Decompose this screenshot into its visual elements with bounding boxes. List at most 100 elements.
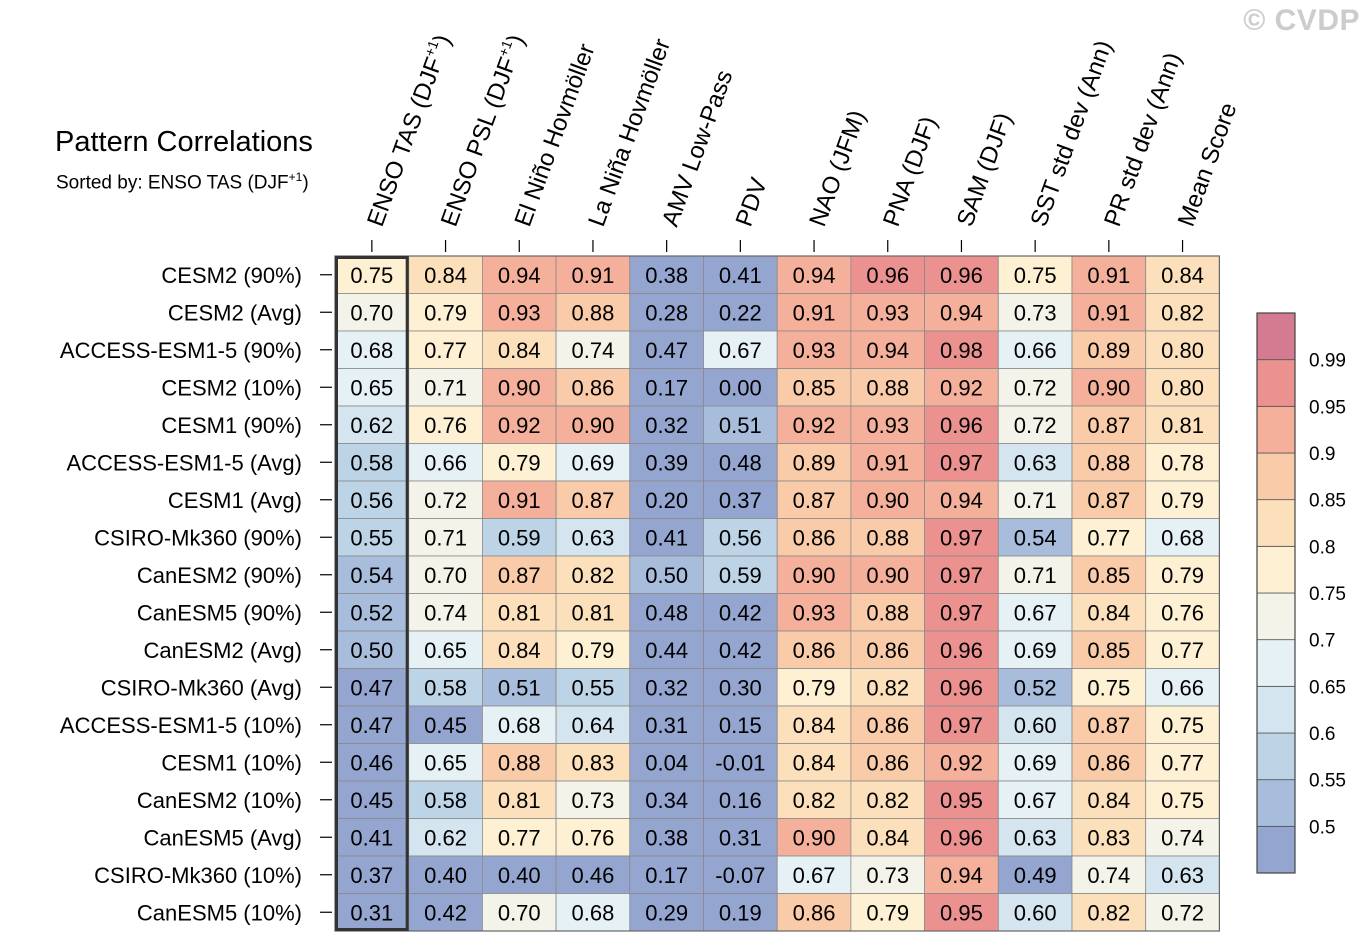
cell-value-label: 0.89 bbox=[1087, 338, 1130, 363]
grid-border bbox=[334, 255, 1221, 932]
cell-value-label: 0.86 bbox=[866, 713, 909, 738]
cell-value-label: 0.44 bbox=[645, 638, 688, 663]
heatmap-cell bbox=[924, 855, 999, 894]
cell-value-label: 0.19 bbox=[719, 900, 762, 925]
cell-value-label: 0.79 bbox=[424, 300, 467, 325]
cell-value-label: 0.96 bbox=[866, 263, 909, 288]
row-label: ACCESS-ESM1-5 (Avg) bbox=[66, 450, 302, 475]
heatmap-cell bbox=[776, 593, 852, 632]
row-label: CanESM5 (10%) bbox=[137, 900, 302, 925]
heatmap-cell bbox=[629, 705, 704, 744]
colorbar-tick-label: 0.85 bbox=[1309, 491, 1346, 512]
heatmap-cell bbox=[703, 593, 778, 632]
cell-value-label: 0.82 bbox=[793, 788, 836, 813]
cell-value-label: 0.77 bbox=[498, 825, 541, 850]
heatmap-cell bbox=[629, 893, 704, 932]
heatmap-cell bbox=[555, 743, 631, 782]
heatmap-cell bbox=[997, 780, 1073, 819]
heatmap-cell bbox=[408, 480, 483, 519]
cell-value-label: 0.54 bbox=[350, 563, 393, 588]
heatmap-cell bbox=[408, 780, 483, 819]
cell-value-label: 0.87 bbox=[1087, 713, 1130, 738]
column-label: SAM (DJF) bbox=[952, 109, 1018, 230]
cell-value-label: 0.74 bbox=[1161, 825, 1204, 850]
heatmap-cell bbox=[997, 368, 1073, 407]
heatmap-cell bbox=[850, 293, 926, 332]
cell-value-label: 0.85 bbox=[1087, 638, 1130, 663]
cell-value-label: 0.17 bbox=[645, 863, 688, 888]
heatmap-cells: 0.75 0.84 0.94 0.91 0.38 0.41 0.94 0.96 0.96 0.75… bbox=[334, 255, 1221, 932]
heatmap-cell bbox=[1071, 668, 1147, 707]
cell-value-label: 0.32 bbox=[645, 413, 688, 438]
cell-value-label: 0.52 bbox=[350, 600, 393, 625]
heatmap-cell bbox=[481, 480, 557, 519]
colorbar-tick-label: 0.55 bbox=[1309, 771, 1346, 792]
heatmap-cell bbox=[703, 818, 778, 857]
cell-value-label: 0.58 bbox=[350, 450, 393, 475]
cell-value-label: 0.95 bbox=[940, 900, 983, 925]
cell-value-label: 0.94 bbox=[940, 863, 983, 888]
heatmap-cell bbox=[924, 705, 999, 744]
cell-value-label: 0.42 bbox=[719, 638, 762, 663]
heatmap-cell bbox=[850, 443, 926, 482]
cell-value-label: 0.94 bbox=[940, 488, 983, 513]
heatmap-cell bbox=[555, 818, 631, 857]
cell-value-label: 0.40 bbox=[424, 863, 467, 888]
heatmap-cell bbox=[924, 330, 999, 369]
heatmap-cell bbox=[924, 293, 999, 332]
heatmap-cell bbox=[776, 893, 852, 932]
cell-value-label: 0.59 bbox=[498, 525, 541, 550]
heatmap-cell bbox=[629, 255, 704, 294]
cell-value-label: 0.66 bbox=[424, 450, 467, 475]
cell-value-label: 0.31 bbox=[350, 900, 393, 925]
heatmap-cell bbox=[334, 593, 410, 632]
column-label: NAO (JFM) bbox=[804, 107, 871, 230]
cell-value-label: 0.92 bbox=[940, 750, 983, 775]
cell-value-label: 0.22 bbox=[719, 300, 762, 325]
cell-value-label: 0.30 bbox=[719, 675, 762, 700]
cell-value-label: 0.50 bbox=[645, 563, 688, 588]
heatmap-cell bbox=[629, 668, 704, 707]
cell-value-label: 0.68 bbox=[350, 338, 393, 363]
cell-value-label: 0.86 bbox=[866, 750, 909, 775]
heatmap-cell bbox=[481, 518, 557, 557]
cell-value-label: 0.63 bbox=[1161, 863, 1204, 888]
column-label: PDV bbox=[731, 174, 773, 230]
heatmap-cell bbox=[776, 293, 852, 332]
colorbar-swatch bbox=[1256, 732, 1296, 781]
heatmap-cell bbox=[703, 293, 778, 332]
colorbar-swatch bbox=[1256, 592, 1296, 641]
heatmap-cell bbox=[776, 630, 852, 669]
heatmap-cell bbox=[924, 630, 999, 669]
cell-value-label: 0.88 bbox=[866, 375, 909, 400]
heatmap-cell bbox=[703, 630, 778, 669]
cell-value-label: 0.71 bbox=[1014, 488, 1057, 513]
heatmap-cell bbox=[776, 855, 852, 894]
heatmap-cell bbox=[555, 368, 631, 407]
cell-value-label: 0.79 bbox=[866, 900, 909, 925]
cell-value-label: 0.67 bbox=[1014, 600, 1057, 625]
cell-value-label: 0.69 bbox=[1014, 750, 1057, 775]
cell-value-label: 0.72 bbox=[1014, 413, 1057, 438]
heatmap-cell bbox=[924, 743, 999, 782]
cell-value-label: 0.88 bbox=[572, 300, 615, 325]
colorbar-tick-label: 0.75 bbox=[1309, 584, 1346, 605]
cell-value-label: 0.37 bbox=[719, 488, 762, 513]
cell-value-label: 0.41 bbox=[645, 525, 688, 550]
cell-value-label: 0.93 bbox=[866, 300, 909, 325]
cell-value-label: 0.74 bbox=[1087, 863, 1130, 888]
cell-value-label: 0.65 bbox=[424, 750, 467, 775]
cell-value-label: 0.79 bbox=[1161, 488, 1204, 513]
cell-value-label: 0.96 bbox=[940, 675, 983, 700]
column-labels: ENSO TAS (DJF+1)ENSO PSL (DJF+1)El Niño … bbox=[362, 31, 1242, 252]
cell-value-label: 0.29 bbox=[645, 900, 688, 925]
heatmap-cell bbox=[924, 255, 999, 294]
cell-value-label: 0.46 bbox=[350, 750, 393, 775]
subtitle-sup: +1 bbox=[288, 170, 303, 184]
heatmap-cell bbox=[703, 368, 778, 407]
row-label: CanESM2 (90%) bbox=[137, 563, 302, 588]
sorted-column-highlight bbox=[335, 256, 409, 931]
cell-value-label: 0.80 bbox=[1161, 375, 1204, 400]
heatmap-cell bbox=[481, 780, 557, 819]
cell-value-label: 0.55 bbox=[350, 525, 393, 550]
